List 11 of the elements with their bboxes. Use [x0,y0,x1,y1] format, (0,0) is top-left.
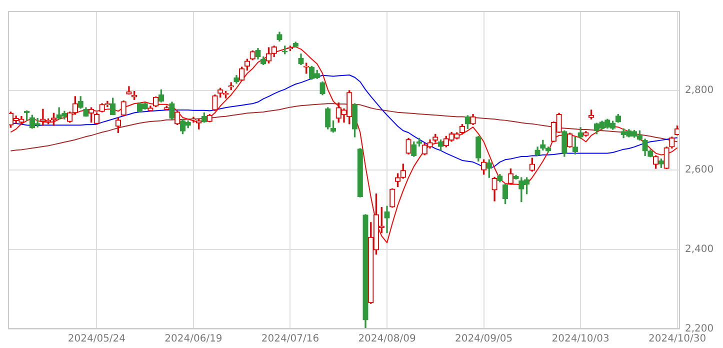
x-tick-label: 2024/10/30 [648,334,706,345]
y-tick-label: 2,200 [685,324,714,335]
x-tick-label: 2024/05/24 [68,334,126,345]
x-tick-label: 2024/08/09 [358,334,416,345]
y-tick-label: 2,400 [685,244,714,256]
x-tick-label: 2024/10/03 [552,334,610,345]
x-tick-label: 2024/07/16 [261,334,320,345]
y-tick-label: 2,600 [685,164,714,176]
x-tick-label: 2024/06/19 [164,334,222,345]
x-tick-label: 2024/09/05 [454,334,513,345]
y-tick-label: 2,800 [685,85,714,96]
